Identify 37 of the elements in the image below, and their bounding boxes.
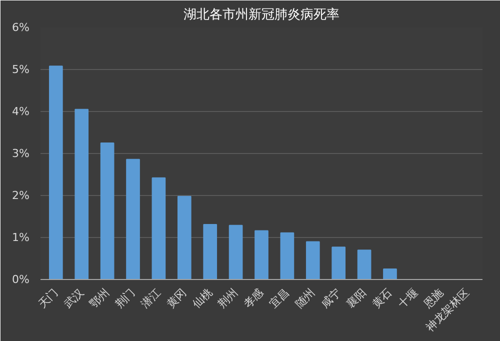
bar <box>306 241 320 280</box>
x-tick-label: 荆州 <box>216 286 240 311</box>
bar <box>357 250 372 280</box>
y-tick-label: 5% <box>12 63 30 76</box>
bar <box>177 196 192 280</box>
x-tick-label: 黄石 <box>370 286 395 311</box>
x-tick-label: 十堰 <box>396 286 420 311</box>
bar <box>203 224 218 280</box>
y-tick-label: 6% <box>12 21 30 34</box>
x-tick-label: 宜昌 <box>267 286 292 311</box>
x-tick-label: 黄冈 <box>164 286 190 311</box>
x-tick-label: 孝感 <box>241 286 266 311</box>
bar <box>254 230 268 280</box>
x-tick-label: 襄阳 <box>344 286 369 311</box>
bar <box>152 177 166 280</box>
y-tick-label: 2% <box>12 189 30 202</box>
x-tick-label: 鄂州 <box>87 286 112 311</box>
x-tick-label: 武汉 <box>61 286 86 311</box>
x-tick-label: 仙桃 <box>190 286 215 311</box>
bar <box>332 246 346 280</box>
x-tick-label: 天门 <box>36 286 61 311</box>
bar <box>383 268 397 280</box>
x-tick-label: 潜江 <box>138 286 164 311</box>
x-tick-label: 随州 <box>292 286 318 311</box>
chart-title: 湖北各市州新冠肺炎病死率 <box>184 6 340 22</box>
bar <box>74 108 89 280</box>
bar <box>228 224 243 280</box>
bar <box>48 66 63 280</box>
bar <box>100 142 114 280</box>
y-tick-label: 4% <box>12 105 30 118</box>
x-tick-label: 咸宁 <box>318 286 344 311</box>
x-tick-label: 荆门 <box>112 286 138 311</box>
y-tick-label: 3% <box>12 147 30 160</box>
bar <box>280 232 294 280</box>
bar <box>126 158 140 280</box>
y-tick-label: 0% <box>12 273 30 286</box>
y-tick-label: 1% <box>12 231 30 244</box>
